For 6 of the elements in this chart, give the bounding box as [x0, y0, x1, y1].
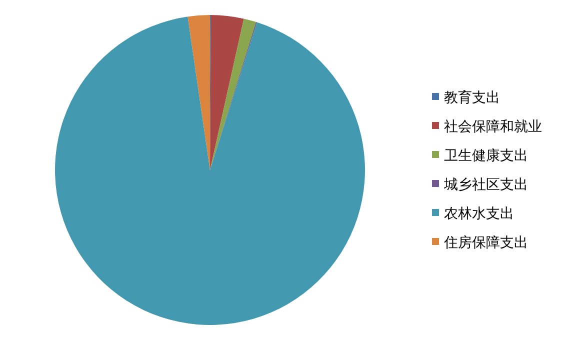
- legend-label: 卫生健康支出: [444, 148, 528, 164]
- legend-label: 社会保障和就业: [444, 119, 542, 135]
- legend-label: 农林水支出: [444, 206, 514, 222]
- legend-label: 城乡社区支出: [443, 177, 528, 193]
- legend-label: 住房保障支出: [443, 235, 528, 251]
- legend-label: 教育支出: [444, 89, 500, 106]
